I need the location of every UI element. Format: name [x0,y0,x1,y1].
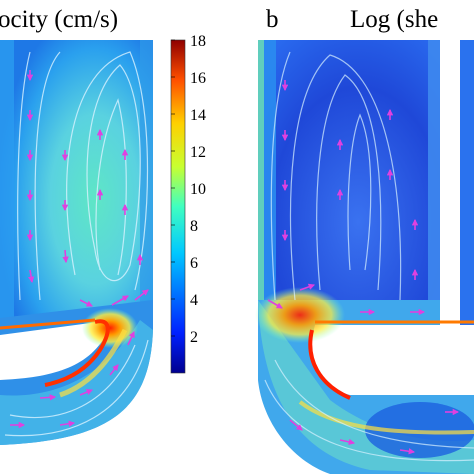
colorbar-ticks: 18 16 14 12 10 8 6 4 2 [171,33,206,346]
panel-b-label: b [266,6,279,33]
colorbar-gradient [170,39,186,374]
colorbar-tick-label: 12 [190,144,206,161]
colorbar-tick-label: 8 [190,218,198,235]
colorbar-tick-label: 16 [190,70,206,87]
colorbar-tick-label: 2 [190,329,198,346]
colorbar-tick-label: 6 [190,255,198,272]
colorbar: 18 16 14 12 10 8 6 4 2 [170,33,206,374]
panel-b-field [255,40,474,474]
panel-b-hotspot [255,287,345,343]
colorbar-tick-label: 4 [190,292,198,309]
panel-a-channel [0,40,153,330]
panel-a-field [0,40,153,445]
colorbar-tick-label: 10 [190,181,206,198]
panel-a-title: ocity (cm/s) [0,6,118,33]
panel-b-wall [440,40,460,325]
colorbar-tick-label: 18 [190,33,206,50]
panel-b-divider [310,325,474,395]
colorbar-tick-label: 14 [190,107,206,124]
panel-a-divider [0,322,108,380]
panel-b-title: Log (she [350,6,438,33]
panel-a-jet [82,308,138,348]
